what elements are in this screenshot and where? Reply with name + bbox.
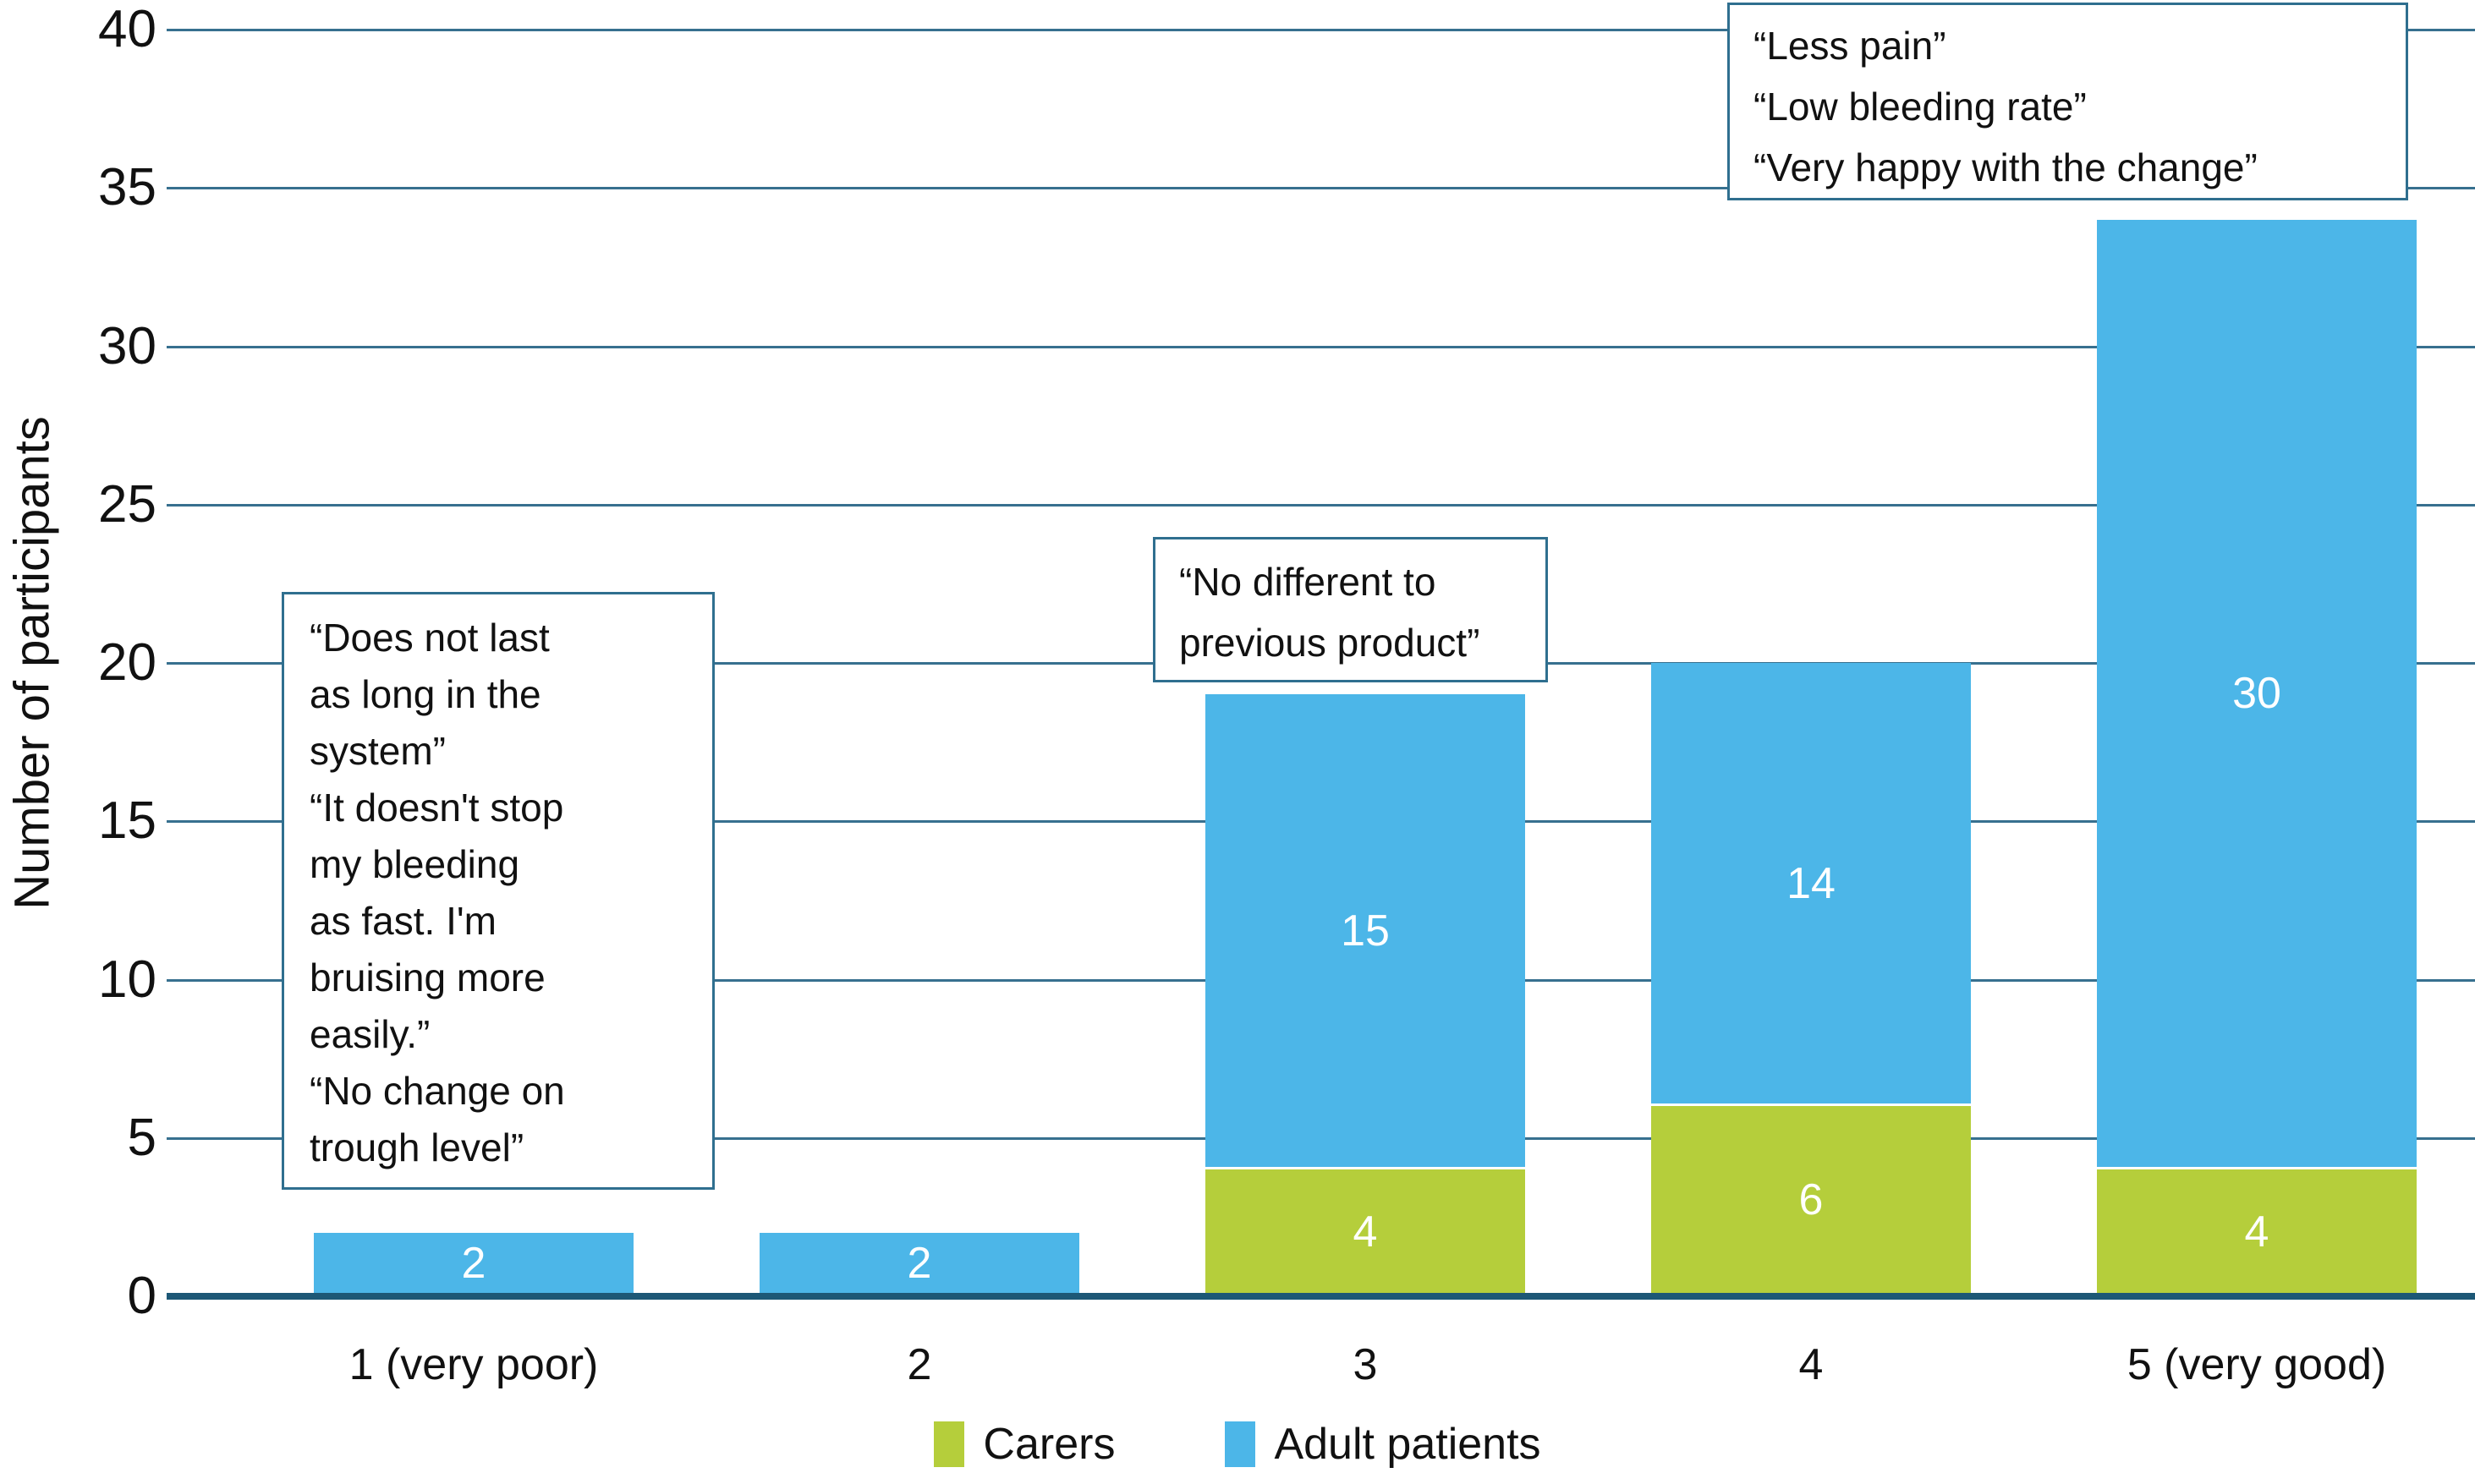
bar-3-segment-carers: 4 (1205, 1169, 1525, 1294)
legend-item-adult-patients: Adult patients (1225, 1419, 1541, 1470)
gridline-25 (167, 503, 2475, 507)
bar-value-label: 14 (1786, 858, 1836, 908)
y-tick-label-25: 25 (98, 474, 156, 534)
bar-4-segment-adult-patients: 14 (1651, 663, 1971, 1104)
annotation-line: “No different to (1179, 560, 1436, 604)
bar-value-label: 4 (1353, 1207, 1378, 1257)
annotation-line: trough level” (310, 1125, 524, 1169)
bar-value-label: 4 (2244, 1207, 2269, 1257)
bar-value-label: 6 (1798, 1175, 1824, 1225)
y-tick-label-0: 0 (127, 1267, 156, 1325)
bar-value-label: 30 (2232, 668, 2281, 718)
annotation-line: system” (310, 729, 446, 773)
annotation-line: “Does not last (310, 616, 550, 660)
gridline-40 (167, 29, 2475, 31)
x-tick-label-1: 1 (very poor) (348, 1340, 599, 1389)
annotation-line: my bleeding (310, 842, 520, 886)
x-tick-label-3: 3 (1353, 1340, 1378, 1389)
bar-value-label: 2 (907, 1239, 932, 1289)
annotation-line: “Very happy with the change” (1753, 145, 2258, 189)
bar-value-label: 2 (461, 1239, 486, 1289)
y-tick-label-35: 35 (98, 158, 156, 217)
legend: Carers Adult patients (0, 1419, 2475, 1470)
bar-5-segment-carers: 4 (2097, 1169, 2417, 1294)
annotation-line: as long in the (310, 672, 541, 716)
legend-label-adult-patients: Adult patients (1274, 1420, 1541, 1469)
bar-4-segment-carers: 6 (1651, 1106, 1971, 1294)
y-tick-label-5: 5 (127, 1108, 156, 1167)
carers-color-swatch (934, 1421, 965, 1467)
y-tick-label-30: 30 (98, 316, 156, 375)
x-tick-label-2: 2 (907, 1340, 932, 1389)
legend-item-carers: Carers (934, 1419, 1115, 1470)
y-tick-label-15: 15 (98, 791, 156, 851)
y-tick-label-10: 10 (98, 950, 156, 1009)
x-axis-line (167, 1293, 2475, 1300)
gridline-35 (167, 187, 2475, 190)
annotation-line: “It doesn't stop (310, 786, 564, 830)
legend-label-carers: Carers (983, 1420, 1116, 1469)
annotation-line: “Low bleeding rate” (1753, 85, 2087, 129)
y-tick-label-40: 40 (98, 0, 156, 58)
bar-1-segment-adult-patients: 2 (314, 1233, 634, 1294)
annotation-line: bruising more (310, 956, 546, 999)
annotation-box-neutral-quote: “No different to previous product” (1153, 537, 1548, 682)
adult-patients-color-swatch (1225, 1421, 1256, 1467)
bar-2-segment-adult-patients: 2 (760, 1233, 1079, 1294)
bar-3-segment-adult-patients: 15 (1205, 694, 1525, 1168)
x-tick-label-4: 4 (1798, 1340, 1824, 1389)
annotation-line: “No change on (310, 1069, 565, 1113)
annotation-box-positive-quotes: “Less pain” “Low bleeding rate” “Very happ… (1727, 3, 2408, 200)
bar-value-label: 15 (1341, 906, 1390, 956)
annotation-line: “Less pain” (1753, 24, 1946, 68)
annotation-line: previous product” (1179, 621, 1480, 665)
annotation-line: easily.” (310, 1012, 431, 1056)
annotation-box-negative-quotes: “Does not last as long in the system” “It d… (282, 592, 715, 1190)
gridline-30 (167, 345, 2475, 348)
bar-5-segment-adult-patients: 30 (2097, 219, 2417, 1168)
x-tick-label-5: 5 (very good) (2127, 1340, 2387, 1389)
annotation-line: as fast. I'm (310, 899, 497, 943)
y-tick-label-20: 20 (98, 633, 156, 692)
